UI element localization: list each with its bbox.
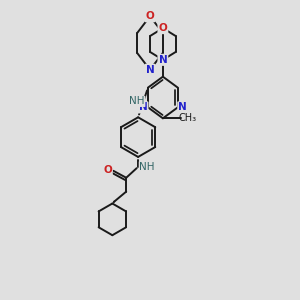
Text: N: N	[178, 102, 187, 112]
Text: N: N	[146, 65, 154, 75]
Text: O: O	[146, 11, 154, 21]
Text: CH₃: CH₃	[178, 113, 197, 123]
Text: O: O	[158, 23, 167, 33]
Text: NH: NH	[129, 97, 145, 106]
Text: N: N	[139, 102, 147, 112]
Text: O: O	[103, 165, 112, 175]
Text: N: N	[158, 55, 167, 65]
Text: NH: NH	[139, 162, 155, 172]
